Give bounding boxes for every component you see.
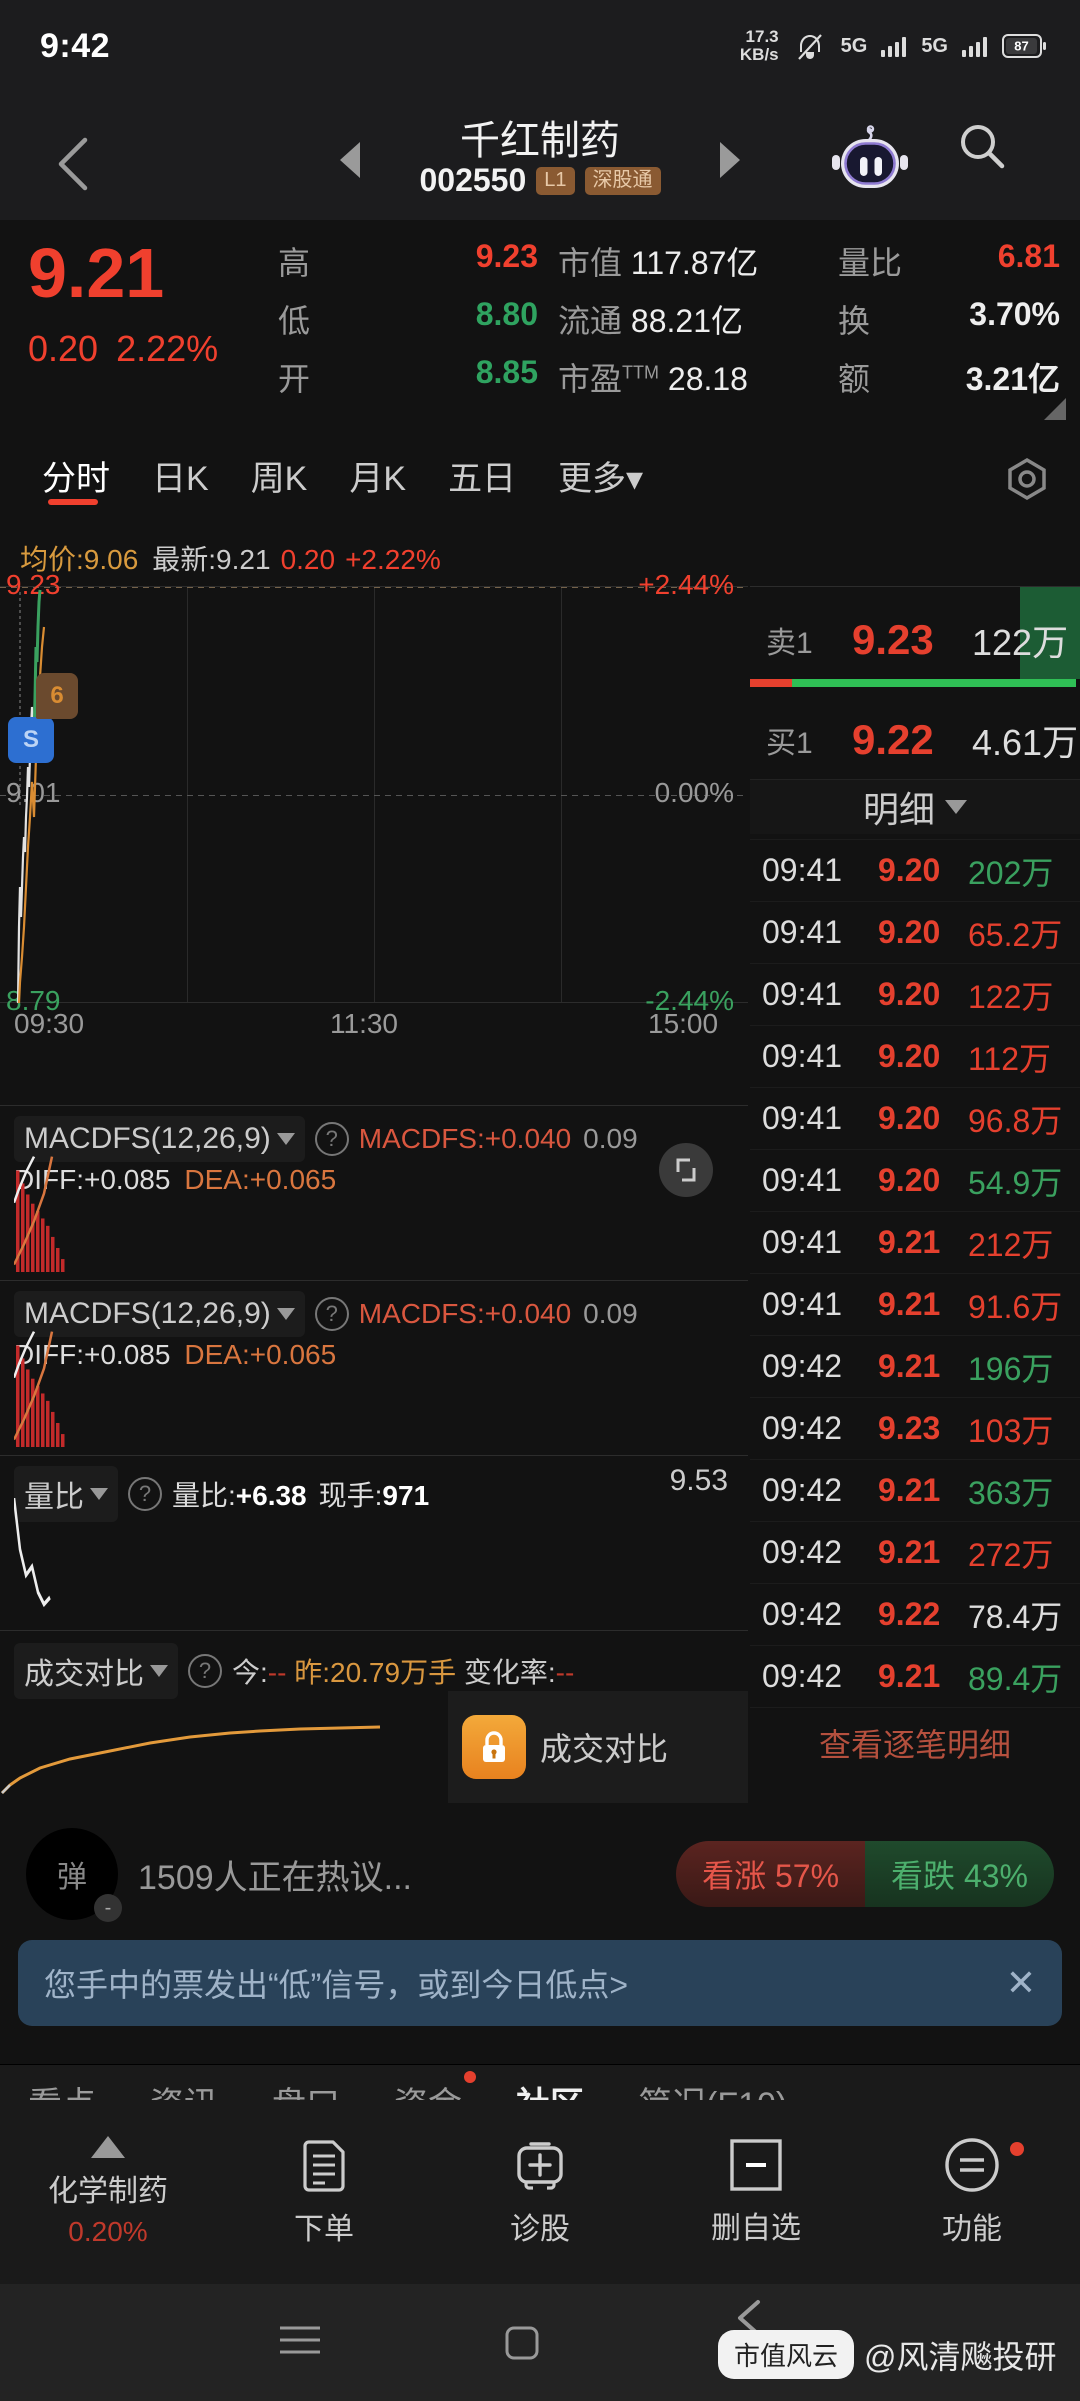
svg-text:87: 87	[1014, 39, 1028, 54]
